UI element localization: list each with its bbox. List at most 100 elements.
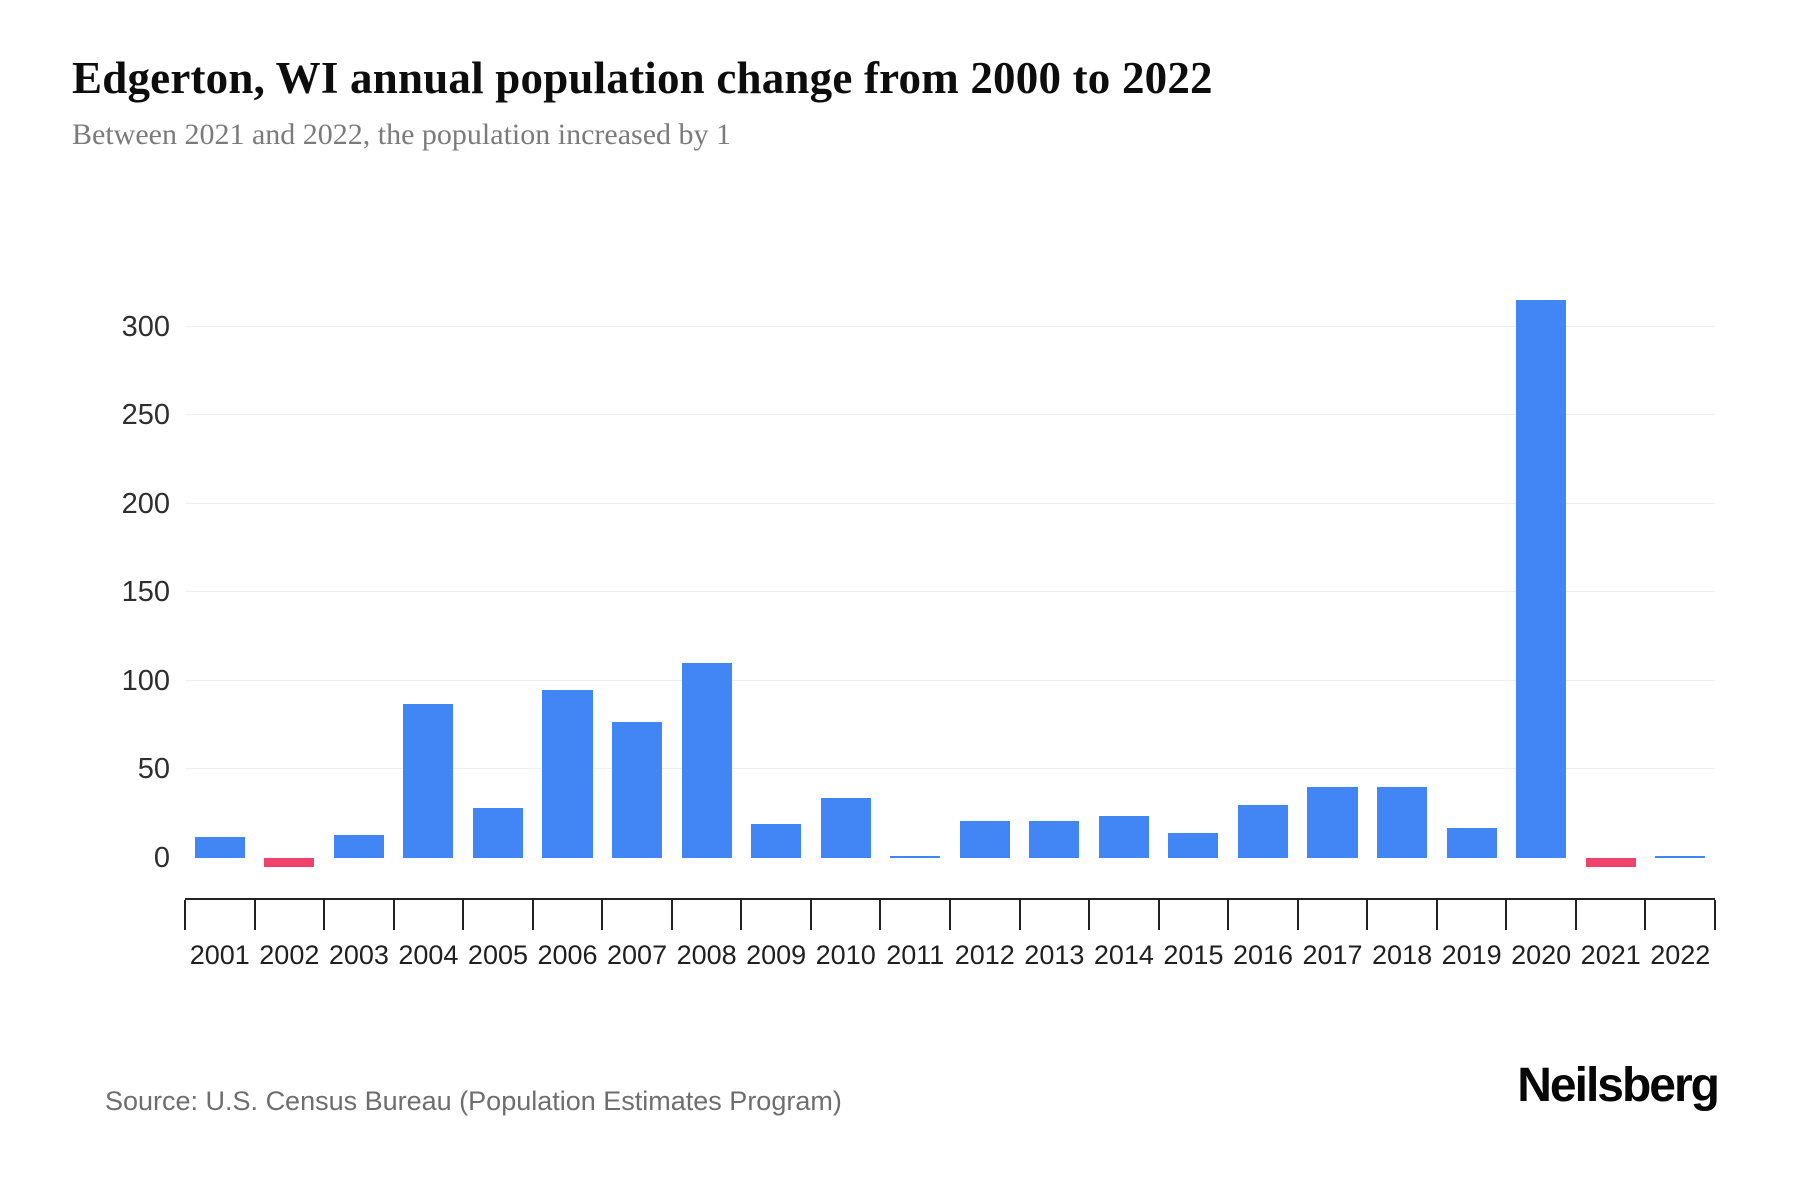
bar-slot-2012 <box>950 238 1020 858</box>
bar-slot-2016 <box>1228 238 1298 858</box>
gridline-250 <box>185 414 1715 416</box>
x-tick-10 <box>879 900 882 930</box>
bar-slot-2022 <box>1645 238 1715 858</box>
gridline-200 <box>185 502 1715 504</box>
bar-2008[interactable] <box>681 663 732 858</box>
x-tick-3 <box>392 900 395 930</box>
x-tick-9 <box>809 900 812 930</box>
bar-slot-2008 <box>672 238 742 858</box>
x-tick-label-2013: 2013 <box>1024 940 1085 970</box>
x-tick-15 <box>1227 900 1230 930</box>
y-tick-label-300: 300 <box>121 310 170 343</box>
y-tick-label-150: 150 <box>121 576 170 609</box>
bar-slot-2005 <box>463 238 533 858</box>
bar-slot-2011 <box>880 238 950 858</box>
bar-2022[interactable] <box>1655 856 1706 858</box>
x-tick-label-2002: 2002 <box>259 940 320 970</box>
y-tick-label-250: 250 <box>121 399 170 432</box>
bar-slot-2014 <box>1089 238 1159 858</box>
x-tick-21 <box>1644 900 1647 930</box>
bar-2001[interactable] <box>194 836 245 858</box>
source-note: Source: U.S. Census Bureau (Population E… <box>105 1086 842 1116</box>
bar-slot-2003 <box>324 238 394 858</box>
bar-2020[interactable] <box>1516 300 1567 858</box>
bar-slot-2021 <box>1576 238 1646 867</box>
x-tick-label-2012: 2012 <box>954 940 1015 970</box>
gridline-300 <box>185 325 1715 327</box>
x-tick-label-2017: 2017 <box>1302 940 1363 970</box>
bar-slot-2017 <box>1298 238 1368 858</box>
bar-slot-2010 <box>811 238 881 858</box>
x-tick-label-2019: 2019 <box>1441 940 1502 970</box>
y-tick-label-0: 0 <box>153 842 170 874</box>
x-tick-label-2022: 2022 <box>1650 940 1711 970</box>
bar-2013[interactable] <box>1029 820 1080 858</box>
x-tick-20 <box>1574 900 1577 930</box>
x-tick-label-2003: 2003 <box>328 940 389 970</box>
x-tick-19 <box>1505 900 1508 930</box>
x-tick-22 <box>1714 900 1716 930</box>
x-axis-line <box>185 898 1715 900</box>
bar-slot-2020 <box>1506 238 1576 858</box>
x-tick-8 <box>740 900 743 930</box>
x-tick-label-2011: 2011 <box>886 940 945 970</box>
bar-2010[interactable] <box>820 797 871 858</box>
bar-slot-2001 <box>185 238 255 858</box>
x-tick-0 <box>184 900 186 930</box>
bar-2015[interactable] <box>1168 833 1219 858</box>
plot-area <box>185 238 1715 867</box>
x-tick-14 <box>1157 900 1160 930</box>
bar-chart: 0 50 100 150 200 250 300 2001 2002 2003 2004 2005 2… <box>122 238 1716 970</box>
x-tick-label-2018: 2018 <box>1372 940 1433 970</box>
x-tick-label-2001: 2001 <box>189 940 250 970</box>
bar-slot-2009 <box>741 238 811 858</box>
bar-2016[interactable] <box>1237 804 1288 858</box>
bar-slot-2015 <box>1159 238 1229 858</box>
x-tick-label-2014: 2014 <box>1093 940 1154 970</box>
x-tick-label-2007: 2007 <box>607 940 668 970</box>
bar-slot-2007 <box>602 238 672 858</box>
x-tick-label-2021: 2021 <box>1580 940 1641 970</box>
bar-slot-2019 <box>1437 238 1507 858</box>
gridline-50 <box>185 768 1715 770</box>
x-tick-5 <box>531 900 534 930</box>
bar-2021[interactable] <box>1585 858 1636 867</box>
x-tick-2 <box>323 900 326 930</box>
bar-slot-2004 <box>394 238 464 858</box>
bar-2006[interactable] <box>542 689 593 858</box>
x-tick-label-2005: 2005 <box>467 940 528 970</box>
bar-2005[interactable] <box>472 808 523 858</box>
bar-2003[interactable] <box>333 834 384 858</box>
bar-2019[interactable] <box>1446 827 1497 858</box>
x-tick-label-2008: 2008 <box>676 940 737 970</box>
x-tick-label-2004: 2004 <box>398 940 459 970</box>
x-tick-13 <box>1088 900 1091 930</box>
bar-2009[interactable] <box>751 824 802 858</box>
x-tick-1 <box>253 900 256 930</box>
x-tick-6 <box>601 900 604 930</box>
x-tick-label-2020: 2020 <box>1511 940 1572 970</box>
bar-slot-2006 <box>533 238 603 858</box>
x-tick-label-2015: 2015 <box>1163 940 1224 970</box>
bar-2012[interactable] <box>959 820 1010 858</box>
x-tick-17 <box>1366 900 1369 930</box>
y-tick-label-50: 50 <box>137 753 170 786</box>
bar-2018[interactable] <box>1377 787 1428 858</box>
y-tick-label-100: 100 <box>121 664 170 697</box>
bar-2011[interactable] <box>890 856 941 858</box>
x-tick-18 <box>1435 900 1438 930</box>
bar-2002[interactable] <box>264 858 315 867</box>
x-tick-16 <box>1296 900 1299 930</box>
bar-2007[interactable] <box>612 721 663 858</box>
bar-2017[interactable] <box>1307 787 1358 858</box>
neilsberg-logo: Neilsberg <box>1517 1059 1720 1112</box>
chart-subtitle: Between 2021 and 2022, the population in… <box>72 118 732 151</box>
bar-slot-2013 <box>1020 238 1090 858</box>
bar-2014[interactable] <box>1098 815 1149 858</box>
x-axis-labels: 2001 2002 2003 2004 2005 2006 2007 2008 2009 2010… <box>185 940 1715 971</box>
x-tick-4 <box>462 900 465 930</box>
x-tick-label-2009: 2009 <box>746 940 807 970</box>
bar-2004[interactable] <box>403 703 454 858</box>
x-tick-7 <box>670 900 673 930</box>
x-tick-label-2006: 2006 <box>537 940 598 970</box>
